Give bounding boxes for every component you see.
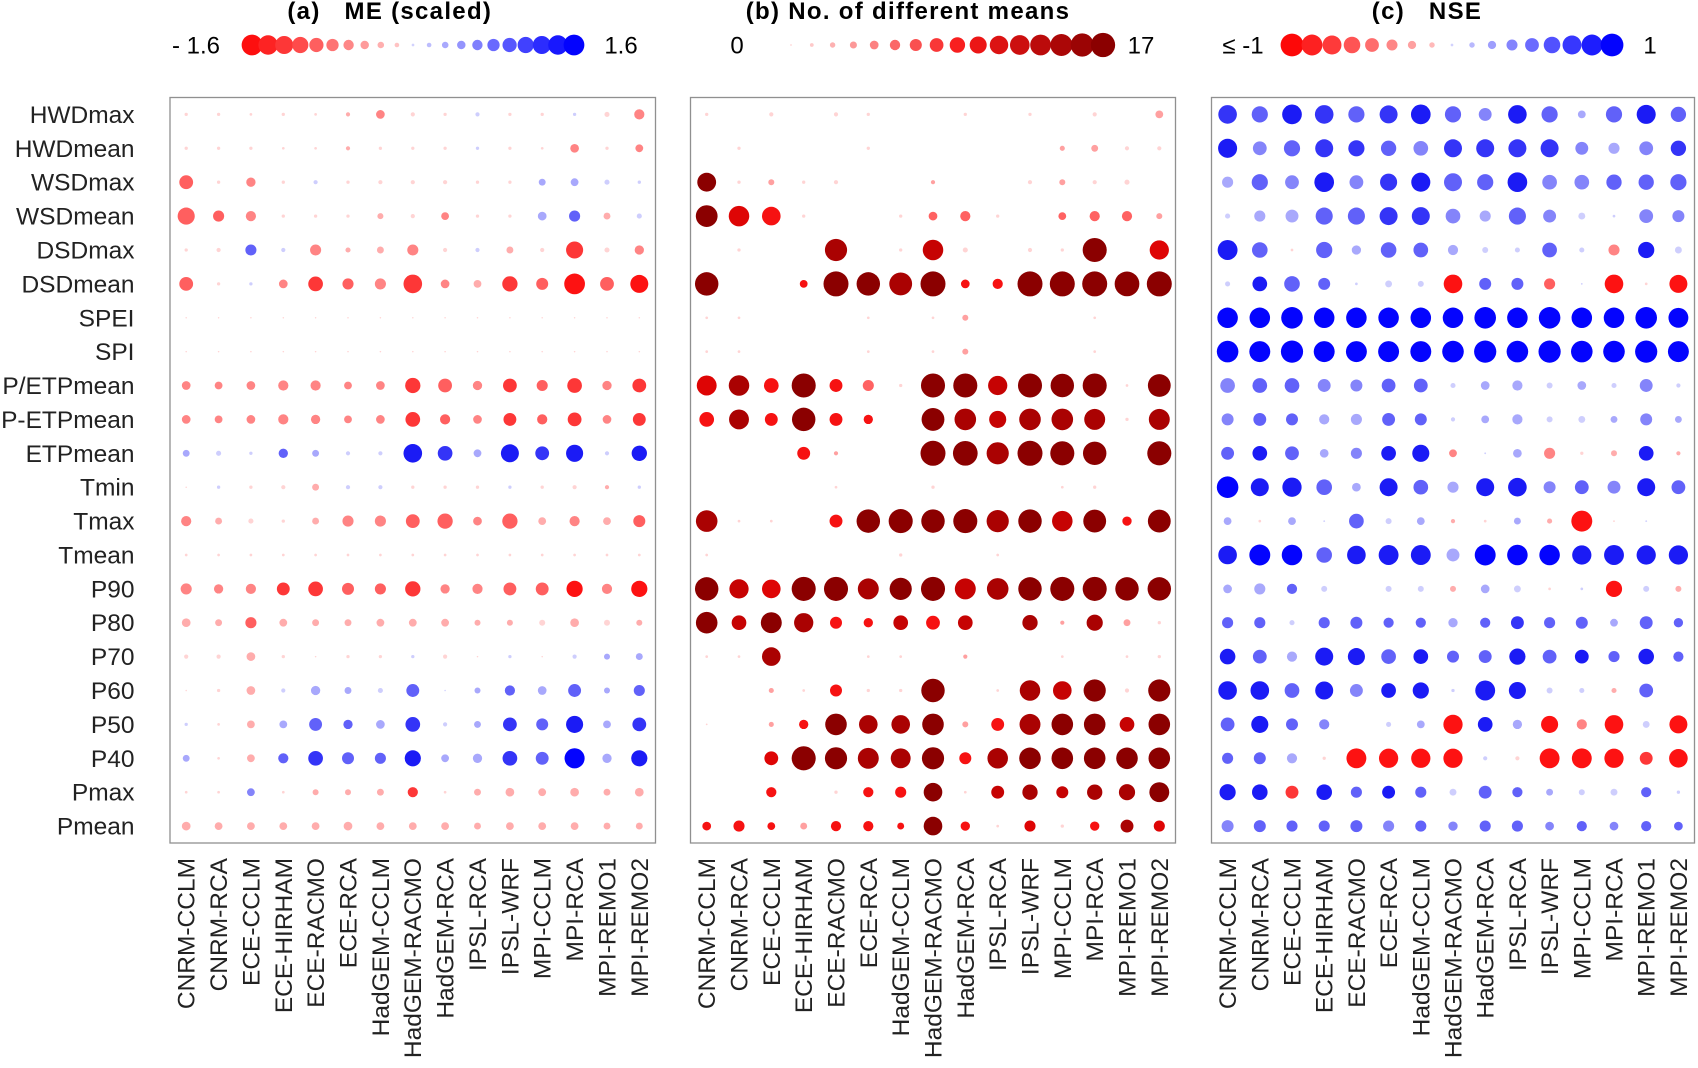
svg-text:CNRM-CCLM: CNRM-CCLM <box>1215 858 1242 1009</box>
svg-text:MPI-REMO1: MPI-REMO1 <box>595 858 622 997</box>
svg-text:MPI-REMO2: MPI-REMO2 <box>1666 858 1693 997</box>
svg-text:MPI-CCLM: MPI-CCLM <box>1050 858 1077 979</box>
svg-text:P70: P70 <box>91 644 135 671</box>
svg-text:MPI-REMO2: MPI-REMO2 <box>627 858 654 997</box>
svg-text:HadGEM-RACMO: HadGEM-RACMO <box>921 858 948 1058</box>
svg-text:IPSL-RCA: IPSL-RCA <box>465 857 492 971</box>
svg-text:WSDmax: WSDmax <box>31 170 134 197</box>
svg-text:Pmean: Pmean <box>57 814 135 841</box>
svg-text:HadGEM-RACMO: HadGEM-RACMO <box>400 858 427 1058</box>
svg-text:DSDmean: DSDmean <box>21 271 134 298</box>
svg-text:Tmean: Tmean <box>58 543 134 570</box>
svg-text:ECE-RACMO: ECE-RACMO <box>303 858 330 1008</box>
svg-text:ECE-CCLM: ECE-CCLM <box>759 858 786 986</box>
svg-text:CNRM-RCA: CNRM-RCA <box>727 857 754 991</box>
svg-text:(b) No. of different means: (b) No. of different means <box>746 0 1070 25</box>
svg-text:1.6: 1.6 <box>604 33 637 60</box>
svg-text:HadGEM-CCLM: HadGEM-CCLM <box>888 858 915 1036</box>
svg-text:MPI-CCLM: MPI-CCLM <box>1569 858 1596 979</box>
svg-text:- 1.6: - 1.6 <box>172 33 220 60</box>
svg-text:P60: P60 <box>91 678 135 705</box>
svg-text:HadGEM-RCA: HadGEM-RCA <box>953 857 980 1018</box>
svg-text:HWDmean: HWDmean <box>15 136 135 163</box>
svg-text:(a) ME (scaled): (a) ME (scaled) <box>287 0 492 25</box>
svg-text:HadGEM-RCA: HadGEM-RCA <box>1473 857 1500 1018</box>
svg-text:ECE-RCA: ECE-RCA <box>1376 857 1403 968</box>
svg-text:HadGEM-RACMO: HadGEM-RACMO <box>1441 858 1468 1058</box>
svg-text:P/ETPmean: P/ETPmean <box>2 373 134 400</box>
svg-text:ECE-RCA: ECE-RCA <box>856 857 883 968</box>
svg-text:ECE-CCLM: ECE-CCLM <box>238 858 265 986</box>
svg-text:IPSL-WRF: IPSL-WRF <box>497 858 524 975</box>
svg-text:MPI-REMO2: MPI-REMO2 <box>1147 858 1174 997</box>
svg-text:P90: P90 <box>91 576 135 603</box>
svg-text:WSDmean: WSDmean <box>16 204 134 231</box>
svg-text:ETPmean: ETPmean <box>26 441 135 468</box>
svg-text:P80: P80 <box>91 610 135 637</box>
svg-text:P-ETPmean: P-ETPmean <box>1 407 134 434</box>
svg-text:(c) NSE: (c) NSE <box>1372 0 1482 25</box>
svg-text:HadGEM-CCLM: HadGEM-CCLM <box>1408 858 1435 1036</box>
svg-text:HadGEM-CCLM: HadGEM-CCLM <box>368 858 395 1036</box>
svg-text:DSDmax: DSDmax <box>36 238 134 265</box>
svg-text:MPI-CCLM: MPI-CCLM <box>530 858 557 979</box>
svg-text:ECE-RACMO: ECE-RACMO <box>824 858 851 1008</box>
svg-text:ECE-RCA: ECE-RCA <box>336 857 363 968</box>
svg-text:MPI-RCA: MPI-RCA <box>1082 857 1109 961</box>
svg-text:P40: P40 <box>91 746 135 773</box>
svg-text:MPI-REMO1: MPI-REMO1 <box>1634 858 1661 997</box>
svg-text:MPI-RCA: MPI-RCA <box>1602 857 1629 961</box>
svg-text:MPI-RCA: MPI-RCA <box>562 857 589 961</box>
svg-text:HWDmax: HWDmax <box>30 102 135 129</box>
svg-text:ECE-HIRHAM: ECE-HIRHAM <box>791 858 818 1013</box>
svg-text:SPEI: SPEI <box>79 305 135 332</box>
svg-text:ECE-HIRHAM: ECE-HIRHAM <box>271 858 298 1013</box>
svg-text:IPSL-RCA: IPSL-RCA <box>1505 857 1532 971</box>
svg-text:SPI: SPI <box>95 339 135 366</box>
svg-text:CNRM-RCA: CNRM-RCA <box>206 857 233 991</box>
svg-text:Tmin: Tmin <box>80 475 134 502</box>
svg-text:ECE-HIRHAM: ECE-HIRHAM <box>1312 858 1339 1013</box>
svg-text:Tmax: Tmax <box>73 509 134 536</box>
svg-text:17: 17 <box>1128 33 1155 60</box>
svg-text:ECE-RACMO: ECE-RACMO <box>1344 858 1371 1008</box>
svg-text:CNRM-CCLM: CNRM-CCLM <box>174 858 201 1009</box>
svg-text:Pmax: Pmax <box>72 780 135 807</box>
svg-text:CNRM-CCLM: CNRM-CCLM <box>694 858 721 1009</box>
svg-text:IPSL-WRF: IPSL-WRF <box>1537 858 1564 975</box>
svg-text:≤ -1: ≤ -1 <box>1222 33 1263 60</box>
svg-text:1: 1 <box>1643 33 1656 60</box>
svg-text:HadGEM-RCA: HadGEM-RCA <box>433 857 460 1018</box>
svg-text:CNRM-RCA: CNRM-RCA <box>1247 857 1274 991</box>
svg-text:IPSL-RCA: IPSL-RCA <box>985 857 1012 971</box>
svg-text:IPSL-WRF: IPSL-WRF <box>1018 858 1045 975</box>
svg-text:P50: P50 <box>91 712 135 739</box>
svg-text:ECE-CCLM: ECE-CCLM <box>1280 858 1307 986</box>
svg-text:MPI-REMO1: MPI-REMO1 <box>1115 858 1142 997</box>
svg-text:0: 0 <box>730 33 743 60</box>
